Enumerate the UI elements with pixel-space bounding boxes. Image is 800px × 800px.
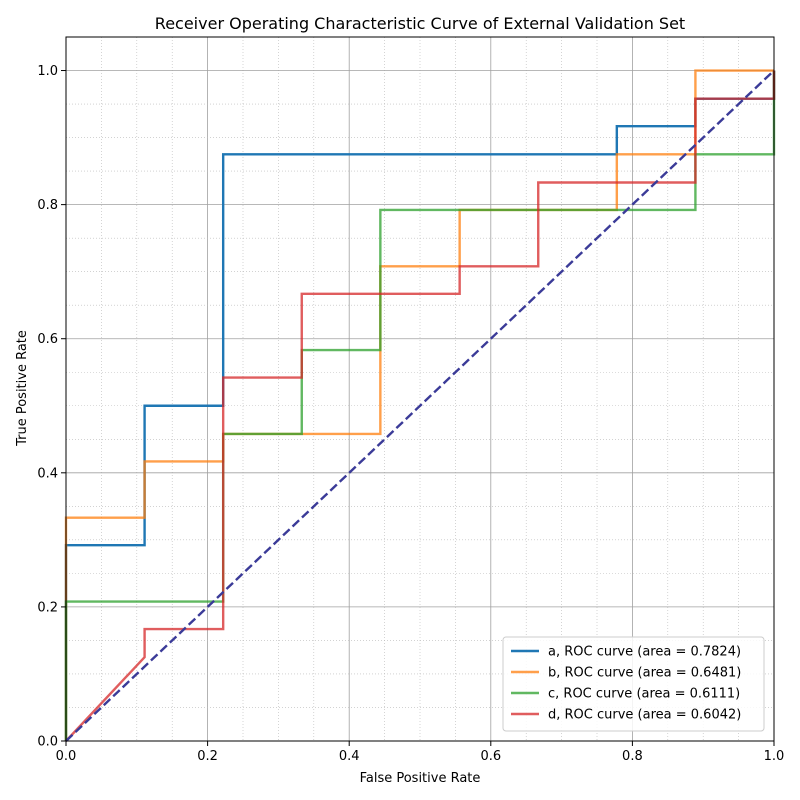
y-tick-label: 0.8 xyxy=(37,198,58,213)
y-tick-label: 0.4 xyxy=(37,466,58,481)
series-line-d xyxy=(65,70,776,742)
chart-title: Receiver Operating Characteristic Curve … xyxy=(155,14,685,33)
legend-label-a: a, ROC curve (area = 0.7824) xyxy=(548,645,741,660)
reference-diagonal-line xyxy=(65,69,775,742)
ticks: 0.0 0.2 0.4 0.6 0.8 1.0 0.0 0.2 0.4 0.6 0.8 1.0 xyxy=(37,64,784,764)
x-tick-label: 0.0 xyxy=(56,749,77,764)
legend-label-b: b, ROC curve (area = 0.6481) xyxy=(548,666,741,681)
y-tick-label: 0.2 xyxy=(37,600,58,615)
series-line-c xyxy=(64,70,776,741)
x-tick-label: 0.2 xyxy=(197,749,218,764)
legend-label-c: c, ROC curve (area = 0.6111) xyxy=(548,687,740,702)
legend-box xyxy=(502,636,765,732)
x-tick-label: 0.6 xyxy=(480,749,501,764)
x-tick-label: 0.8 xyxy=(622,749,643,764)
y-tick-label: 0.0 xyxy=(37,735,58,750)
plot-frame xyxy=(65,36,775,742)
x-tick-label: 0.4 xyxy=(339,749,360,764)
x-axis-label: False Positive Rate xyxy=(360,771,481,786)
x-tick-label: 1.0 xyxy=(764,749,785,764)
y-axis-label: True Positive Rate xyxy=(15,330,30,447)
series-group xyxy=(64,69,776,742)
y-tick-label: 0.6 xyxy=(37,332,58,347)
y-tick-label: 1.0 xyxy=(37,64,58,79)
legend-label-d: d, ROC curve (area = 0.6042) xyxy=(548,708,741,723)
legend: a, ROC curve (area = 0.7824) b, ROC curve… xyxy=(502,636,765,732)
